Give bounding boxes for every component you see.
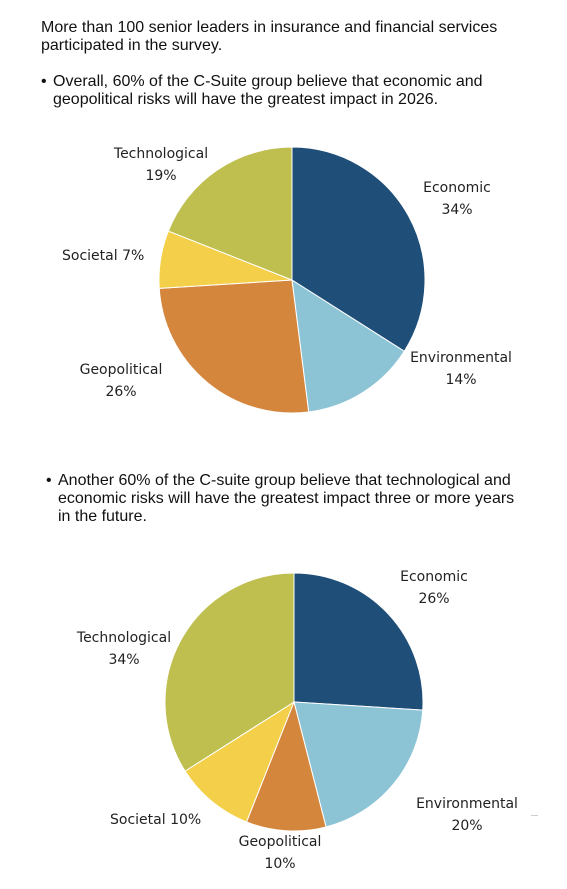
intro-text: More than 100 senior leaders in insuranc… [41,19,498,54]
pie1-label-technological: Technological 19% [113,146,209,184]
pie2-label-environmental: Environmental 20% [416,796,518,834]
pie-slice-geopolitical [245,700,327,832]
pie2-label-societal: Societal 10% [110,812,202,828]
pie1-label-societal: Societal 7% [62,248,145,264]
pie2-label-technological: Technological 34% [76,630,172,668]
pie-slice-environmental [291,279,405,413]
bullet-text: Overall, 60% of the C-Suite group believ… [53,73,483,108]
edge-mark [531,815,538,816]
pie-slice-geopolitical [158,279,310,414]
pie-slice-technological [164,572,295,772]
pie1-label-economic: Economic 34% [423,180,491,218]
pie1-label-geopolitical: Geopolitical 26% [79,362,163,400]
pie1-label-environmental: Environmental 14% [410,350,512,388]
pie-slice-technological [167,146,293,281]
bullet-marker: • [41,73,47,90]
pie-slice-societal [184,700,296,823]
pie-slice-economic [293,572,424,711]
pie2-label-economic: Economic 26% [400,569,468,607]
bullet-marker: • [46,472,52,489]
pie2-label-geopolitical: Geopolitical 10% [238,834,322,872]
bullet-text: Another 60% of the C-suite group believe… [58,472,515,525]
pie-slice-environmental [293,701,424,828]
pie-slice-economic [291,146,426,352]
